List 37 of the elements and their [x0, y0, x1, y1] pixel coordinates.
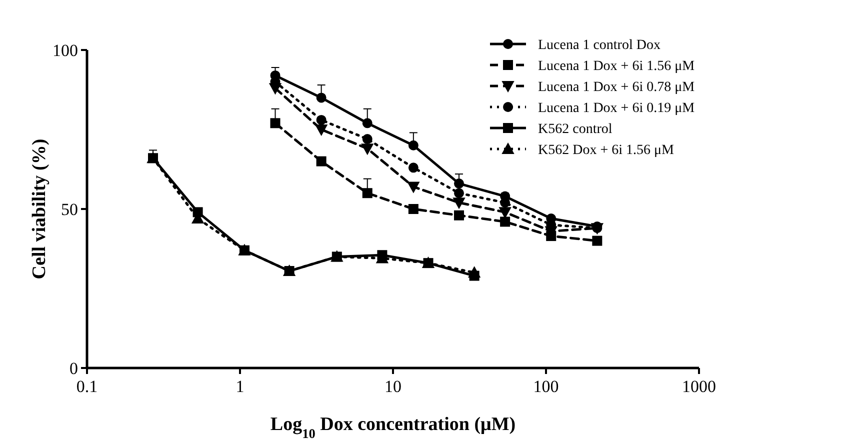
point: [316, 92, 326, 103]
point: [316, 114, 326, 125]
legend-label: Lucena 1 control Dox: [538, 38, 660, 53]
point: [454, 178, 464, 189]
x-tick-label: 1000: [682, 377, 716, 396]
point: [453, 198, 465, 209]
x-tick-label: 1: [236, 377, 244, 396]
point: [500, 216, 510, 227]
point: [499, 207, 512, 218]
y-tick-label: 100: [52, 40, 78, 60]
point: [315, 124, 328, 136]
x-tick-label: 0.1: [76, 377, 98, 396]
x-tick-label: 100: [533, 377, 559, 396]
legend-label: Lucena 1 Dox + 6i 1.56 μM: [538, 58, 696, 74]
point: [362, 188, 372, 198]
point: [270, 118, 280, 128]
legend-label: Lucena 1 Dox + 6i 0.78 μM: [538, 80, 696, 95]
x-axis-title: Log$_{10}$ Dox concentration (μM): [270, 414, 516, 440]
point: [362, 118, 372, 128]
legend-label: K562 control: [538, 122, 612, 137]
point: [592, 236, 602, 246]
point: [407, 182, 420, 193]
x-tick-label: 10: [384, 377, 402, 396]
point: [316, 156, 326, 166]
point: [408, 204, 418, 214]
point: [361, 144, 374, 155]
point: [362, 134, 372, 144]
point: [454, 210, 464, 220]
point: [408, 140, 418, 150]
point: [454, 188, 464, 198]
point: [500, 198, 510, 208]
legend-label: K562 Dox + 6i 1.56 μM: [538, 142, 675, 158]
y-axis-title: Cell viability (%): [29, 138, 50, 280]
y-tick-label: 50: [61, 200, 78, 219]
legend-label: Lucena 1 Dox + 6i 0.19 μM: [538, 100, 696, 116]
point: [408, 162, 418, 173]
y-tick-label: 0: [70, 358, 78, 378]
